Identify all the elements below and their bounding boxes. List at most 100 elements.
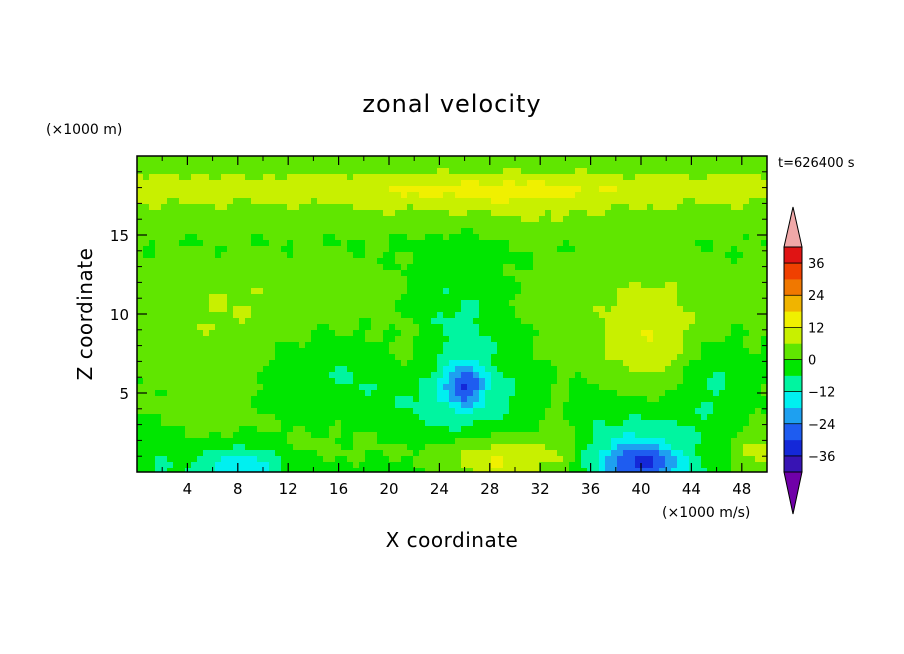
- field-cell: [521, 270, 528, 277]
- field-cell: [581, 270, 588, 277]
- field-cell: [605, 288, 612, 295]
- field-cell: [683, 372, 690, 379]
- field-cell: [239, 330, 246, 337]
- field-cell: [455, 402, 462, 409]
- field-cell: [611, 300, 618, 307]
- field-cell: [515, 282, 522, 289]
- field-cell: [677, 264, 684, 271]
- field-cell: [173, 378, 180, 385]
- field-cell: [611, 276, 618, 283]
- field-cell: [437, 276, 444, 283]
- field-cell: [203, 432, 210, 439]
- field-cell: [293, 258, 300, 265]
- field-cell: [173, 384, 180, 391]
- field-cell: [473, 210, 480, 217]
- field-cell: [395, 318, 402, 325]
- field-cell: [263, 336, 270, 343]
- field-cell: [491, 156, 498, 163]
- field-cell: [521, 336, 528, 343]
- field-cell: [563, 162, 570, 169]
- field-cell: [629, 192, 636, 199]
- field-cell: [605, 180, 612, 187]
- field-cell: [701, 228, 708, 235]
- field-cell: [365, 240, 372, 247]
- field-cell: [755, 294, 762, 301]
- field-cell: [155, 168, 162, 175]
- field-cell: [533, 162, 540, 169]
- field-cell: [341, 354, 348, 361]
- field-cell: [209, 306, 216, 313]
- field-cell: [737, 366, 744, 373]
- field-cell: [173, 246, 180, 253]
- field-cell: [617, 282, 624, 289]
- field-cell: [137, 174, 144, 181]
- field-cell: [257, 318, 264, 325]
- field-cell: [227, 348, 234, 355]
- field-cell: [413, 216, 420, 223]
- field-cell: [461, 228, 468, 235]
- field-cell: [269, 354, 276, 361]
- field-cell: [443, 240, 450, 247]
- field-cell: [689, 342, 696, 349]
- field-cell: [263, 420, 270, 427]
- field-cell: [215, 264, 222, 271]
- field-cell: [263, 264, 270, 271]
- field-cell: [335, 210, 342, 217]
- field-cell: [485, 378, 492, 385]
- field-cell: [299, 180, 306, 187]
- field-cell: [191, 252, 198, 259]
- field-cell: [587, 354, 594, 361]
- field-cell: [419, 276, 426, 283]
- field-cell: [629, 432, 636, 439]
- field-cell: [389, 276, 396, 283]
- field-cell: [395, 300, 402, 307]
- field-cell: [461, 426, 468, 433]
- field-cell: [473, 186, 480, 193]
- field-cell: [227, 384, 234, 391]
- field-cell: [725, 174, 732, 181]
- field-cell: [269, 348, 276, 355]
- field-cell: [581, 198, 588, 205]
- field-cell: [641, 360, 648, 367]
- field-cell: [395, 246, 402, 253]
- field-cell: [389, 198, 396, 205]
- field-cell: [593, 228, 600, 235]
- field-cell: [173, 282, 180, 289]
- field-cell: [485, 186, 492, 193]
- field-cell: [311, 282, 318, 289]
- field-cell: [269, 396, 276, 403]
- field-cell: [737, 426, 744, 433]
- field-cell: [245, 360, 252, 367]
- field-cell: [269, 228, 276, 235]
- field-cell: [695, 162, 702, 169]
- field-cell: [707, 210, 714, 217]
- field-cell: [641, 414, 648, 421]
- field-cell: [383, 384, 390, 391]
- field-cell: [407, 240, 414, 247]
- field-cell: [221, 192, 228, 199]
- field-cell: [317, 264, 324, 271]
- field-cell: [701, 396, 708, 403]
- field-cell: [383, 198, 390, 205]
- field-cell: [215, 312, 222, 319]
- field-cell: [743, 180, 750, 187]
- field-cell: [533, 378, 540, 385]
- field-cell: [599, 276, 606, 283]
- field-cell: [143, 426, 150, 433]
- field-cell: [161, 372, 168, 379]
- field-cell: [245, 306, 252, 313]
- field-cell: [755, 162, 762, 169]
- field-cell: [689, 210, 696, 217]
- field-cell: [359, 432, 366, 439]
- field-cell: [227, 300, 234, 307]
- field-cell: [737, 168, 744, 175]
- field-cell: [665, 246, 672, 253]
- field-cell: [305, 342, 312, 349]
- field-cell: [365, 426, 372, 433]
- field-cell: [359, 246, 366, 253]
- field-cell: [635, 282, 642, 289]
- field-cell: [371, 426, 378, 433]
- field-cell: [533, 420, 540, 427]
- field-cell: [275, 294, 282, 301]
- field-cell: [335, 270, 342, 277]
